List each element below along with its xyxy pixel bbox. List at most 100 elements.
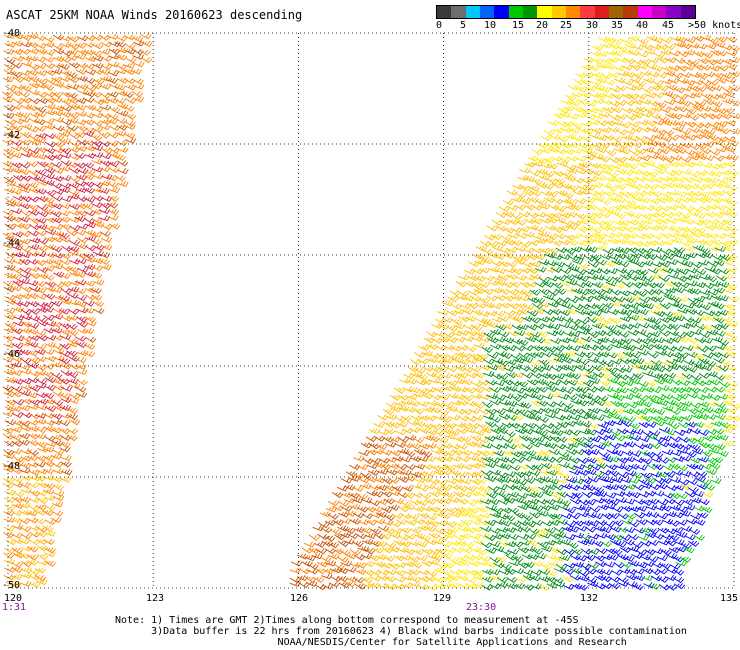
wind-barb <box>540 147 552 154</box>
wind-barb <box>106 181 119 188</box>
wind-barb <box>59 165 71 172</box>
wind-barb <box>712 125 724 132</box>
wind-barb <box>90 272 103 279</box>
wind-barb <box>12 33 24 40</box>
wind-barb <box>69 154 81 161</box>
wind-barb <box>116 77 129 84</box>
wind-barb <box>478 408 490 415</box>
wind-barb <box>687 114 699 121</box>
wind-barb <box>43 483 56 490</box>
wind-barb <box>527 212 539 219</box>
wind-barb <box>632 225 645 232</box>
wind-barb <box>36 161 49 168</box>
wind-barb <box>563 330 575 337</box>
wind-barb <box>619 147 631 155</box>
wind-barb <box>682 274 694 281</box>
wind-barb <box>43 474 55 481</box>
wind-barb <box>19 390 31 397</box>
wind-barb <box>361 538 374 545</box>
wind-barb <box>3 391 16 398</box>
wind-barb <box>404 533 416 540</box>
wind-barb <box>60 160 72 167</box>
wind-barb <box>696 169 708 176</box>
wind-barb <box>694 268 707 276</box>
wind-barb <box>510 363 523 370</box>
wind-barb <box>26 546 39 553</box>
wind-barb <box>42 446 55 453</box>
wind-barb <box>123 132 136 139</box>
wind-barb <box>546 233 558 241</box>
wind-barb <box>399 377 411 384</box>
wind-barb <box>43 538 55 545</box>
wind-barb <box>625 114 637 121</box>
wind-barb <box>622 169 634 176</box>
wind-barb <box>679 212 692 219</box>
wind-barb <box>19 252 32 259</box>
wind-barb <box>577 98 589 106</box>
wind-barb <box>598 380 611 387</box>
wind-barb <box>693 421 705 428</box>
wind-barb <box>555 247 568 254</box>
wind-barb <box>35 92 48 99</box>
wind-barb <box>542 157 555 164</box>
wind-barb <box>35 132 48 139</box>
wind-barb <box>630 363 643 370</box>
wind-barb <box>519 241 531 248</box>
wind-barb <box>4 63 16 71</box>
wind-barb <box>44 504 56 511</box>
wind-barb <box>680 72 692 79</box>
wind-barb <box>531 548 543 555</box>
wind-barb <box>490 233 503 240</box>
wind-barb <box>712 254 724 261</box>
wind-barb <box>388 504 400 511</box>
wind-barb <box>19 481 31 489</box>
wind-barb <box>84 68 97 76</box>
wind-barb <box>26 55 39 62</box>
wind-barb <box>703 99 715 106</box>
wind-barb <box>99 48 111 55</box>
wind-barb <box>574 282 587 289</box>
wind-barb <box>688 540 700 547</box>
wind-barb <box>20 567 33 574</box>
wind-barb <box>598 156 610 163</box>
wind-barb <box>611 38 624 45</box>
wind-barb <box>577 570 590 577</box>
wind-barb <box>491 316 503 323</box>
wind-barb <box>356 493 369 500</box>
wind-barb <box>52 281 65 289</box>
wind-barb <box>676 77 689 84</box>
wind-barb <box>690 317 702 324</box>
lat-label: -40 <box>2 28 21 39</box>
wind-barb <box>486 492 498 499</box>
wind-barb <box>489 541 501 548</box>
wind-barb <box>725 309 737 317</box>
wind-barb <box>90 91 102 98</box>
wind-barb <box>698 191 711 198</box>
wind-barb <box>447 296 459 303</box>
wind-barb <box>621 64 633 71</box>
wind-barb <box>437 309 449 316</box>
wind-barb <box>522 231 535 238</box>
wind-barb <box>91 43 104 50</box>
wind-barb <box>91 294 103 301</box>
wind-barb <box>495 556 507 563</box>
wind-barb <box>76 88 89 95</box>
wind-barb <box>377 525 390 532</box>
wind-barb <box>117 146 129 153</box>
wind-barb <box>697 346 709 353</box>
wind-barb <box>595 244 607 252</box>
wind-barb <box>131 90 144 98</box>
wind-barb <box>58 420 71 427</box>
wind-barb <box>719 182 731 189</box>
wind-barb <box>132 96 145 103</box>
wind-barb <box>715 92 728 100</box>
wind-barb <box>582 224 594 231</box>
wind-barb <box>608 157 621 164</box>
wind-barb <box>42 349 55 356</box>
wind-barb <box>69 393 81 400</box>
wind-barb <box>462 335 474 342</box>
wind-barb <box>559 309 571 316</box>
wind-barb <box>92 301 105 308</box>
wind-barb <box>513 457 525 464</box>
legend-swatch <box>623 6 638 18</box>
